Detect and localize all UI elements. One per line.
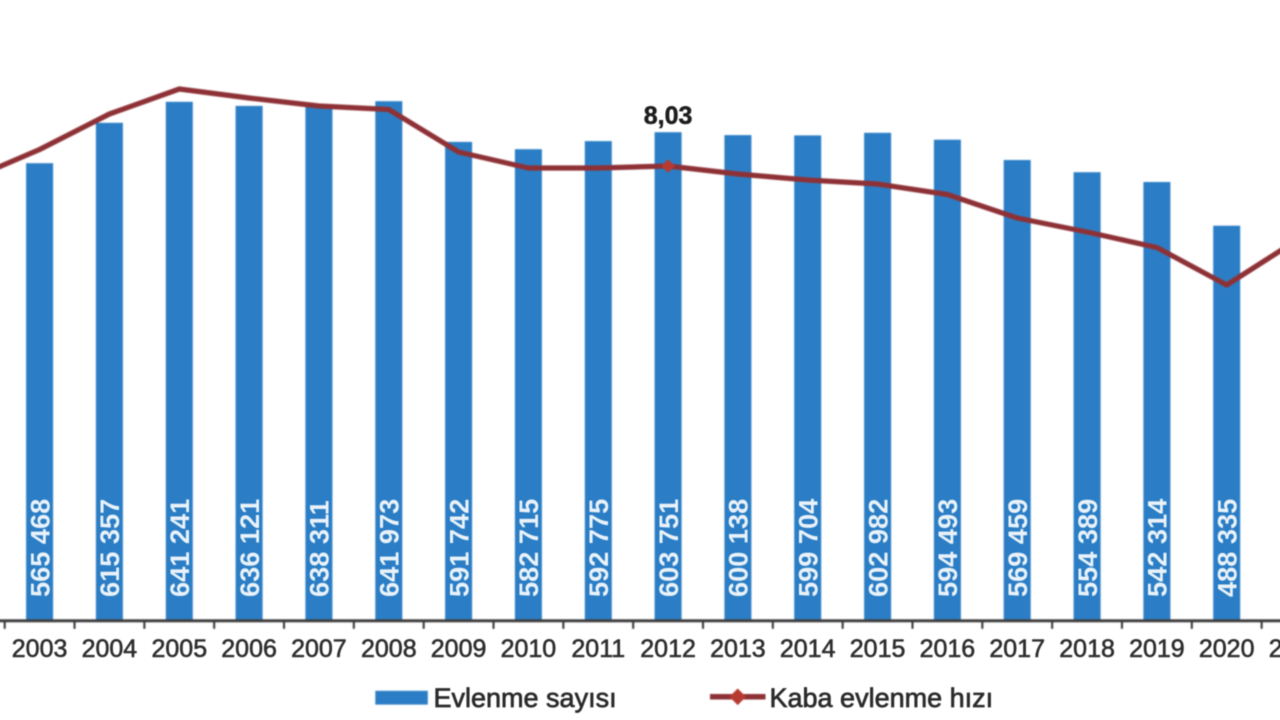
- svg-text:2013: 2013: [710, 635, 766, 663]
- svg-text:638 311: 638 311: [304, 500, 335, 597]
- svg-text:2007: 2007: [291, 635, 347, 663]
- svg-text:2017: 2017: [989, 635, 1045, 663]
- svg-text:602 982: 602 982: [862, 499, 893, 597]
- svg-text:592 775: 592 775: [583, 499, 614, 597]
- svg-text:2021: 2021: [1269, 635, 1280, 663]
- svg-text:2003: 2003: [12, 635, 68, 663]
- svg-text:2019: 2019: [1129, 635, 1185, 663]
- svg-text:8,03: 8,03: [644, 102, 693, 130]
- svg-text:2011: 2011: [571, 635, 625, 663]
- svg-text:2006: 2006: [221, 635, 277, 663]
- svg-text:542 314: 542 314: [1142, 499, 1173, 597]
- svg-text:565 468: 565 468: [24, 499, 55, 597]
- svg-text:599 704: 599 704: [793, 499, 824, 597]
- svg-text:2014: 2014: [780, 635, 836, 663]
- svg-text:2018: 2018: [1059, 635, 1115, 663]
- svg-text:2012: 2012: [640, 635, 696, 663]
- svg-text:615 357: 615 357: [94, 499, 125, 597]
- svg-text:2008: 2008: [361, 635, 417, 663]
- svg-text:603 751: 603 751: [653, 499, 684, 597]
- svg-text:2020: 2020: [1199, 635, 1255, 663]
- svg-text:2009: 2009: [431, 635, 487, 663]
- svg-text:594 493: 594 493: [932, 499, 963, 597]
- svg-text:600 138: 600 138: [723, 499, 754, 597]
- svg-text:582 715: 582 715: [513, 499, 544, 597]
- svg-text:Evlenme sayısı: Evlenme sayısı: [434, 683, 617, 713]
- svg-text:591 742: 591 742: [443, 499, 474, 597]
- svg-text:554 389: 554 389: [1072, 499, 1103, 597]
- svg-text:641 241: 641 241: [164, 499, 195, 597]
- svg-text:2016: 2016: [920, 635, 976, 663]
- svg-text:2004: 2004: [82, 635, 138, 663]
- svg-text:488 335: 488 335: [1212, 499, 1243, 597]
- svg-text:Kaba evlenme hızı: Kaba evlenme hızı: [770, 683, 994, 713]
- svg-text:636 121: 636 121: [234, 499, 265, 597]
- svg-text:641 973: 641 973: [374, 499, 405, 597]
- svg-text:2015: 2015: [850, 635, 906, 663]
- svg-text:2010: 2010: [501, 635, 557, 663]
- svg-text:569 459: 569 459: [1002, 499, 1033, 597]
- svg-text:2005: 2005: [151, 635, 207, 663]
